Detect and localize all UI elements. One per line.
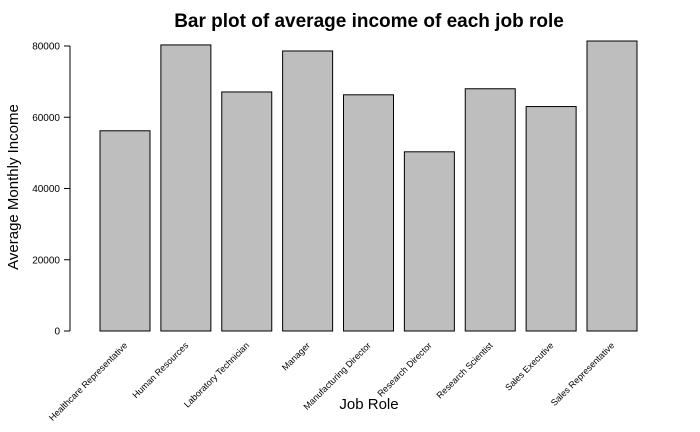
x-tick-label: Healthcare Representative (47, 340, 129, 422)
bar (282, 50, 334, 332)
x-tick-label: Human Resources (131, 340, 191, 400)
y-tick-label: 0 (54, 327, 60, 338)
category-labels: Healthcare Representative Human Resources… (47, 340, 616, 423)
bar (403, 151, 455, 332)
x-tick-label: Research Scientist (435, 340, 495, 400)
y-axis-label: Average Monthly Income (5, 104, 22, 270)
y-tick-label: 80000 (32, 42, 60, 53)
x-tick-label: Manager (280, 340, 312, 372)
x-axis-label: Job Role (339, 396, 398, 413)
y-tick-label: 20000 (32, 255, 60, 266)
x-tick-label: Sales Executive (503, 340, 555, 392)
bar (99, 130, 151, 332)
x-tick-label: Research Director (375, 340, 433, 398)
x-tick-label: Laboratory Technician (182, 340, 251, 409)
chart-title: Bar plot of average income of each job r… (174, 11, 564, 32)
y-tick-label: 60000 (32, 113, 60, 124)
bar (525, 106, 577, 332)
y-axis: 0 20000 40000 60000 80000 (32, 42, 71, 338)
bar (464, 88, 516, 332)
bar (160, 44, 212, 332)
bar (343, 94, 394, 332)
x-tick-label: Sales Representative (549, 340, 617, 408)
y-tick-label: 40000 (32, 184, 60, 195)
bar (221, 91, 273, 332)
bar (586, 40, 638, 332)
bars-group (99, 40, 638, 332)
